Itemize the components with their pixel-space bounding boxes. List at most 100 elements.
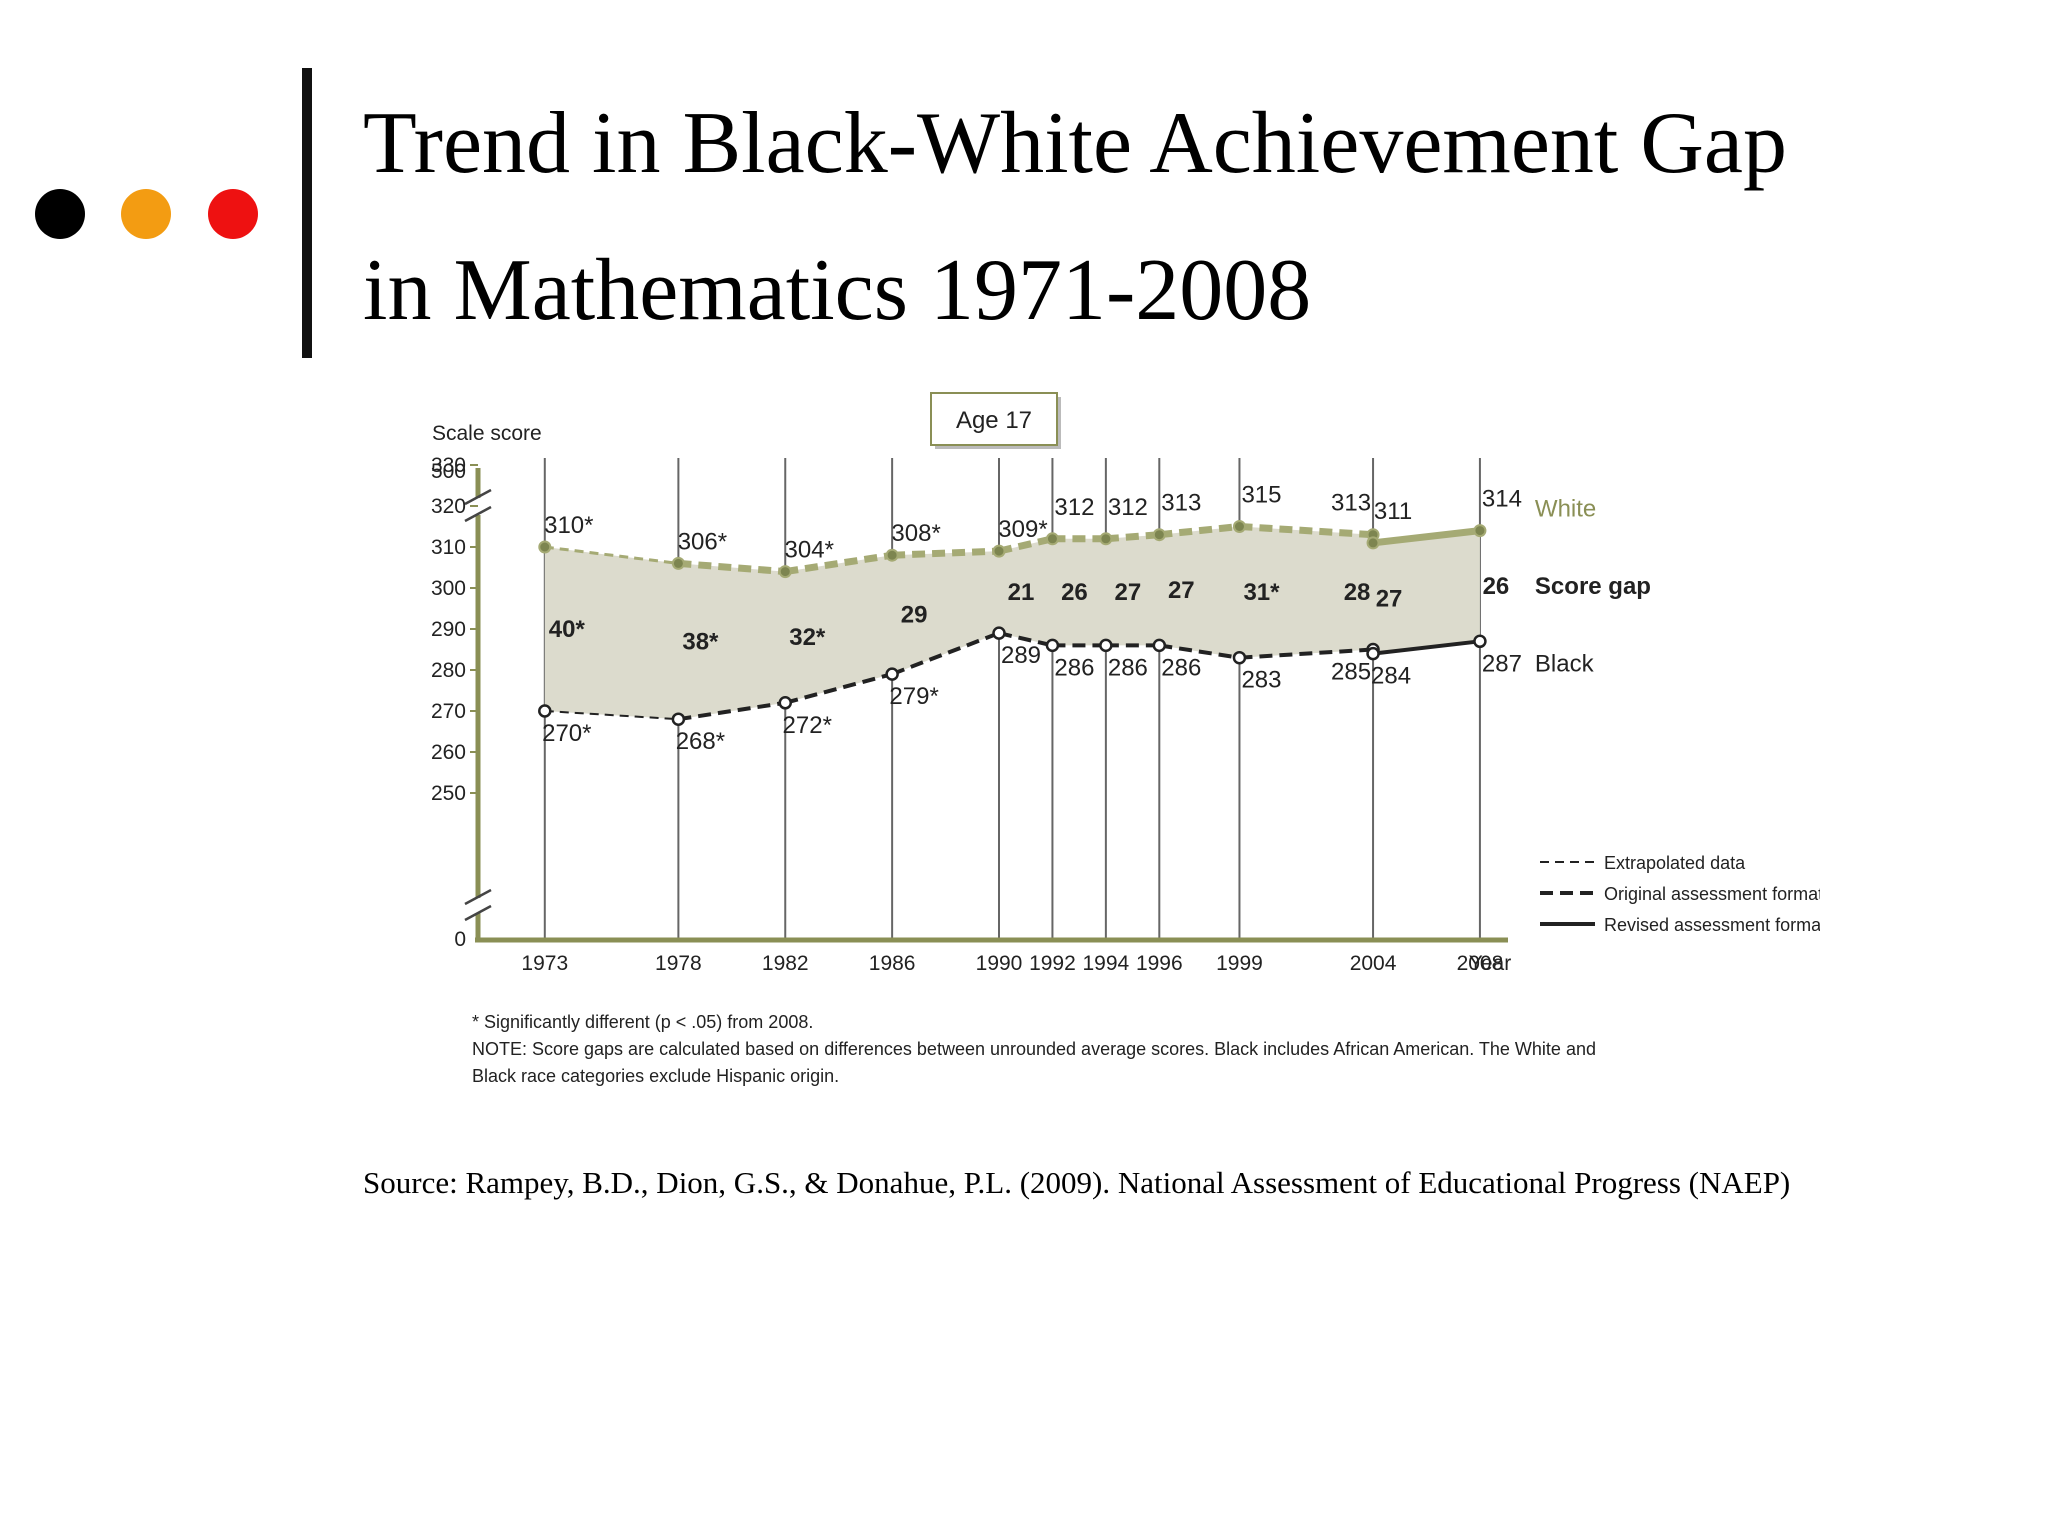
y-tick-label: 500 [431, 460, 466, 483]
black-series-segment [1159, 643, 1240, 660]
black-data-label: 270* [542, 720, 591, 747]
black-series-segment [678, 700, 786, 722]
black-series-name: Black [1535, 650, 1595, 677]
white-series-segment [1239, 523, 1374, 539]
white-series-point [992, 544, 1006, 558]
x-tick-label: 1994 [1083, 952, 1130, 975]
black-series-segment [544, 710, 679, 721]
x-tick-label: 1986 [869, 952, 916, 975]
y-axis-title: Scale score [432, 422, 542, 445]
white-data-label: 309* [998, 516, 1047, 543]
black-series-segment [1372, 639, 1481, 656]
score-gap-name: Score gap [1535, 573, 1651, 600]
score-gap-label: 40* [549, 616, 586, 643]
white-series-segment [678, 559, 786, 576]
y-tick-label: 330 [431, 454, 466, 477]
score-gap-label: 29 [901, 602, 928, 629]
y-tick-label: 250 [431, 782, 466, 805]
black-data-label: 284 [1371, 663, 1411, 690]
chart-footnote: * Significantly different (p < .05) from… [472, 1012, 813, 1032]
black-series-point [1152, 638, 1167, 653]
chart-note-line: Black race categories exclude Hispanic o… [472, 1066, 839, 1086]
white-series-point [538, 540, 552, 554]
black-series-point [992, 626, 1006, 640]
bullet-dot-red [208, 189, 258, 239]
x-tick-label: 1973 [521, 952, 568, 975]
white-series-name: White [1535, 496, 1596, 523]
x-axis-title: Year [1469, 952, 1511, 975]
black-data-label: 272* [783, 712, 832, 739]
white-data-label: 313 [1331, 490, 1371, 517]
black-series-segment [1239, 647, 1374, 660]
white-series-segment [891, 547, 1000, 559]
legend-label: Extrapolated data [1604, 853, 1746, 873]
chart-title: Age 17 [956, 407, 1032, 434]
white-series-segment [784, 551, 893, 576]
white-data-label: 312 [1108, 494, 1148, 521]
black-series-point [1099, 638, 1113, 653]
bullet-dot-black [35, 189, 85, 239]
black-series-point [538, 704, 552, 718]
y-axis-break-mark [464, 888, 492, 906]
white-series-point [885, 548, 899, 562]
slide-title-line1: Trend in Black-White Achievement Gap [363, 95, 1787, 192]
y-axis-break-mark [464, 904, 492, 922]
white-data-label: 304* [785, 537, 834, 564]
score-gap-area [544, 526, 1480, 720]
black-data-label: 268* [676, 728, 725, 755]
black-data-label: 279* [889, 683, 938, 710]
white-series-point [1099, 532, 1113, 546]
y-tick-label: 260 [431, 741, 466, 764]
y-tick-label: 0 [454, 928, 466, 951]
black-data-label: 285 [1331, 659, 1371, 686]
black-data-label: 283 [1241, 667, 1281, 694]
x-tick-label: 1992 [1029, 952, 1076, 975]
x-tick-label: 1996 [1136, 952, 1183, 975]
chart-title-box [930, 392, 1058, 446]
white-data-label: 310* [544, 512, 593, 539]
legend-label: Original assessment format [1604, 884, 1820, 904]
x-tick-label: 1990 [976, 952, 1023, 975]
y-tick-label: 280 [431, 659, 466, 682]
white-data-label: 311 [1374, 498, 1412, 525]
white-data-label: 314 [1482, 486, 1522, 513]
black-data-label: 286 [1054, 654, 1094, 681]
legend-label: Revised assessment format [1604, 915, 1820, 935]
white-series-point [778, 565, 792, 579]
score-gap-label: 26 [1061, 579, 1088, 606]
black-series-point [1366, 646, 1380, 661]
white-data-label: 308* [891, 520, 940, 547]
black-series-point [671, 712, 686, 726]
white-series-point [1152, 528, 1166, 542]
white-series-segment [1158, 523, 1240, 539]
white-data-label: 306* [678, 528, 727, 555]
white-data-label: 312 [1054, 494, 1094, 521]
white-series-point [1045, 532, 1059, 546]
black-data-label: 286 [1161, 654, 1201, 681]
black-series-segment [998, 631, 1053, 648]
source-citation: Source: Rampey, B.D., Dion, G.S., & Dona… [363, 1165, 1791, 1200]
white-series-segment [1105, 531, 1160, 543]
score-gap-label: 32* [789, 624, 826, 651]
score-gap-label: 27 [1115, 579, 1142, 606]
black-series-point [778, 696, 793, 710]
black-series-point [1232, 650, 1247, 665]
white-series-point [671, 556, 685, 570]
white-data-label: 313 [1161, 490, 1201, 517]
white-data-label: 315 [1241, 482, 1281, 509]
white-series-point [1366, 536, 1380, 550]
black-series-point [1473, 634, 1487, 649]
y-tick-label: 320 [431, 495, 466, 518]
score-gap-label: 31* [1243, 579, 1280, 606]
y-tick-label: 270 [431, 700, 466, 723]
x-tick-label: 2004 [1350, 952, 1397, 975]
black-series-segment [784, 672, 893, 705]
score-gap-label: 38* [682, 628, 719, 655]
white-series-segment [544, 545, 679, 565]
y-tick-label: 290 [431, 618, 466, 641]
score-gap-label: 28 [1344, 579, 1371, 606]
black-series-point [1045, 638, 1060, 653]
white-series-segment [998, 535, 1054, 555]
bullet-dot-orange [121, 189, 171, 239]
